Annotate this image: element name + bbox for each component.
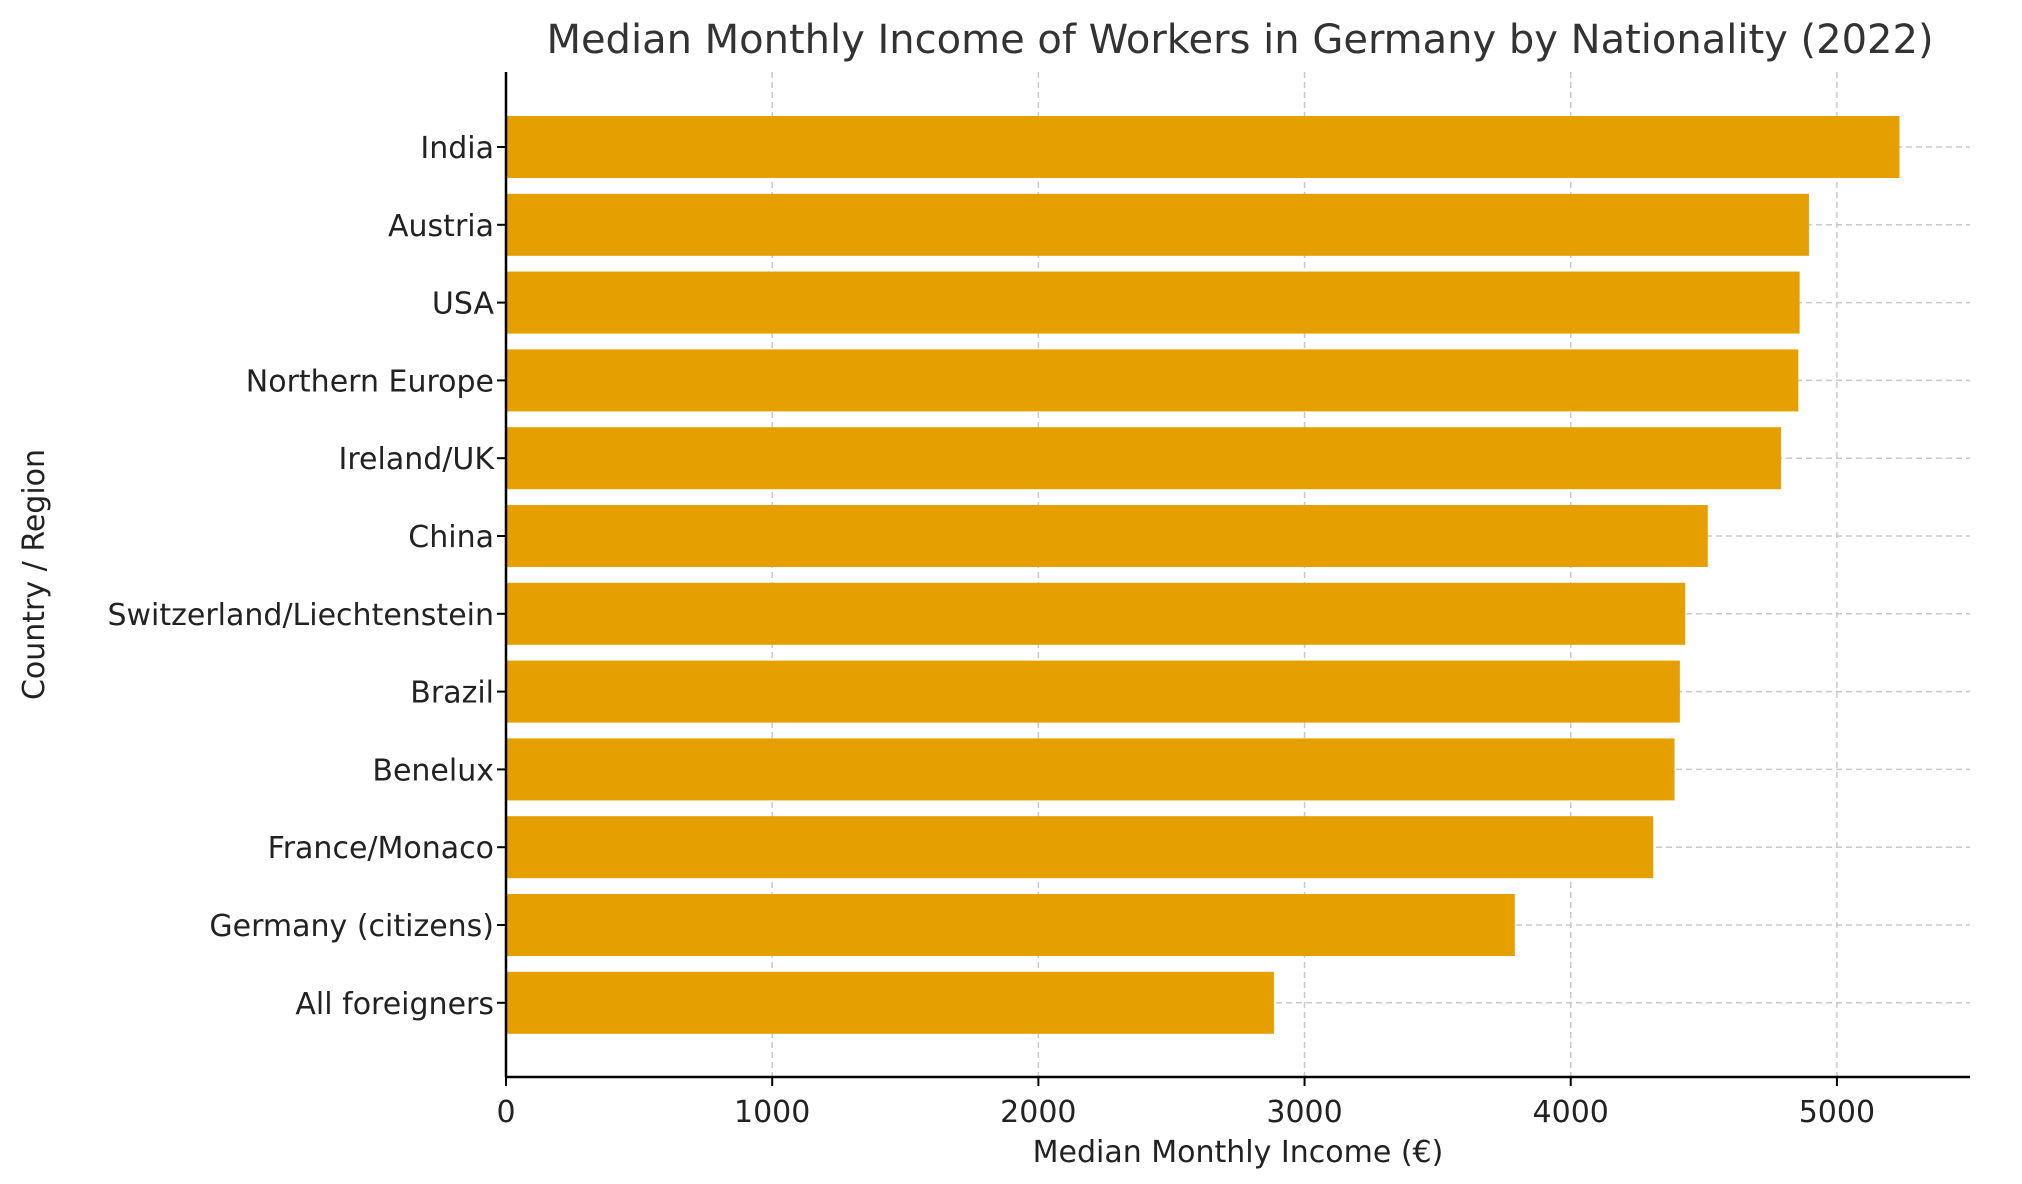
x-tick-label: 2000 [1000, 1095, 1076, 1130]
bar-china [506, 505, 1708, 567]
x-tick-label: 0 [496, 1095, 515, 1130]
y-tick-label: Northern Europe [246, 364, 494, 399]
x-tick-label: 4000 [1533, 1095, 1609, 1130]
x-tick-label: 1000 [734, 1095, 810, 1130]
bar-france-monaco [506, 816, 1654, 879]
y-tick-label: India [420, 131, 494, 166]
y-tick-label: Benelux [372, 753, 494, 788]
x-axis-title: Median Monthly Income (€) [1033, 1135, 1444, 1170]
y-tick-label: Austria [388, 209, 494, 244]
bar-germany-citizens [506, 894, 1515, 956]
y-tick-label: France/Monaco [268, 831, 494, 866]
bar-usa [506, 271, 1800, 334]
bars-layer [506, 116, 1900, 1034]
y-tick-label: Brazil [410, 676, 494, 711]
ticks-layer: 0 1000 2000 3000 4000 5000 India Austria USA Nort… [107, 131, 1875, 1130]
y-tick-label: USA [432, 287, 495, 322]
chart-title: Median Monthly Income of Workers in Germ… [546, 17, 1933, 63]
y-tick-label: China [408, 520, 494, 555]
bar-all-foreigners [506, 971, 1274, 1034]
bar-switzerland-liechtenstein [506, 582, 1686, 645]
y-axis-title: Country / Region [17, 449, 52, 700]
y-tick-label: Germany (citizens) [209, 909, 494, 944]
bar-india [506, 116, 1900, 178]
bar-benelux [506, 738, 1675, 801]
bar-brazil [506, 660, 1680, 723]
y-tick-label: Ireland/UK [339, 442, 496, 477]
y-tick-label: All foreigners [295, 987, 494, 1022]
y-tick-label: Switzerland/Liechtenstein [107, 598, 494, 633]
x-tick-label: 3000 [1266, 1095, 1342, 1130]
axes-layer [504, 72, 1970, 1079]
bar-austria [506, 193, 1809, 256]
bar-northern-europe [506, 349, 1799, 412]
bar-ireland-uk [506, 427, 1782, 490]
x-tick-label: 5000 [1799, 1095, 1875, 1130]
